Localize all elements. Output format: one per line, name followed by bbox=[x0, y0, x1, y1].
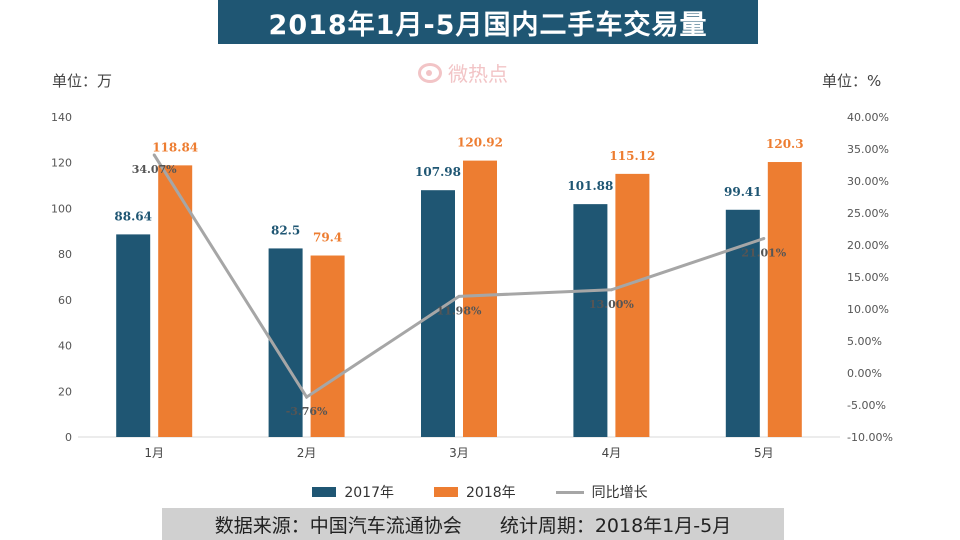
growth-point bbox=[152, 153, 156, 157]
chart-title: 2018年1月-5月国内二手车交易量 bbox=[218, 0, 758, 44]
growth-value-label: 13.00% bbox=[589, 298, 634, 311]
growth-point bbox=[609, 288, 613, 292]
footer-bar: 数据来源：中国汽车流通协会 统计周期：2018年1月-5月 bbox=[162, 508, 784, 540]
y-right-tick-label: 25.00% bbox=[847, 207, 889, 220]
bar-2018 bbox=[463, 160, 497, 437]
y-left-tick-label: 60 bbox=[58, 294, 72, 307]
bar-2017 bbox=[573, 204, 608, 437]
bar-value-label: 120.3 bbox=[766, 137, 804, 151]
legend-label-2017: 2017年 bbox=[344, 485, 394, 501]
growth-value-label: 11.98% bbox=[437, 304, 482, 317]
bar-2017 bbox=[116, 234, 151, 437]
y-right-tick-label: 30.00% bbox=[847, 175, 889, 188]
y-right-tick-label: 10.00% bbox=[847, 303, 889, 316]
growth-point bbox=[762, 237, 766, 241]
bar-value-label: 107.98 bbox=[415, 165, 461, 179]
y-left-tick-label: 100 bbox=[51, 202, 72, 215]
bar-2017 bbox=[421, 190, 455, 437]
y-right-tick-label: 35.00% bbox=[847, 143, 889, 156]
x-tick-label: 2月 bbox=[297, 446, 317, 460]
y-right-tick-label: 15.00% bbox=[847, 271, 889, 284]
y-right-tick-label: -5.00% bbox=[847, 399, 886, 412]
bar-value-label: 99.41 bbox=[724, 185, 762, 199]
right-axis-unit: 单位：% bbox=[822, 72, 882, 90]
legend: 2017年 2018年 同比增长 bbox=[0, 482, 960, 502]
y-left-tick-label: 80 bbox=[58, 248, 72, 261]
weibo-logo-icon bbox=[418, 62, 442, 83]
watermark: 微热点 bbox=[418, 58, 508, 87]
legend-item-2017: 2017年 bbox=[312, 482, 394, 502]
bar-value-label: 88.64 bbox=[114, 209, 152, 223]
bar-value-label: 79.4 bbox=[313, 231, 342, 245]
growth-line bbox=[152, 154, 765, 400]
bar-value-label: 101.88 bbox=[567, 179, 613, 193]
x-tick-label: 5月 bbox=[754, 446, 774, 460]
stat-period: 统计周期：2018年1月-5月 bbox=[499, 514, 732, 537]
y-right-tick-label: 40.00% bbox=[847, 111, 889, 124]
legend-label-2018: 2018年 bbox=[466, 485, 516, 501]
x-tick-label: 3月 bbox=[449, 446, 469, 460]
x-tick-label: 1月 bbox=[144, 446, 164, 460]
legend-swatch-growth bbox=[555, 490, 584, 494]
growth-point bbox=[457, 294, 461, 298]
bar-2018 bbox=[767, 162, 802, 437]
y-right-tick-label: 20.00% bbox=[847, 239, 889, 252]
bar-2018 bbox=[158, 165, 193, 437]
y-left-tick-label: 140 bbox=[51, 111, 72, 124]
legend-item-growth: 同比增长 bbox=[555, 482, 648, 502]
bar-value-label: 118.84 bbox=[152, 140, 198, 154]
bar-value-label: 82.5 bbox=[271, 223, 300, 237]
y-right-tick-label: 5.00% bbox=[847, 335, 882, 348]
watermark-text: 微热点 bbox=[448, 62, 508, 86]
bar-2018 bbox=[310, 255, 345, 437]
legend-item-2018: 2018年 bbox=[434, 482, 516, 502]
bar-2017 bbox=[725, 209, 760, 437]
y-right-tick-label: 0.00% bbox=[847, 367, 882, 380]
growth-value-label: 21.01% bbox=[741, 247, 786, 260]
bar-value-label: 120.92 bbox=[457, 136, 503, 150]
x-tick-label: 4月 bbox=[602, 446, 622, 460]
y-left-tick-label: 120 bbox=[51, 157, 72, 170]
bar-value-label: 115.12 bbox=[609, 149, 655, 163]
legend-swatch-2017 bbox=[312, 487, 337, 497]
legend-label-growth: 同比增长 bbox=[591, 485, 648, 501]
growth-value-label: -3.76% bbox=[286, 405, 328, 418]
bar-2018 bbox=[615, 173, 650, 437]
left-axis-unit: 单位：万 bbox=[52, 72, 113, 90]
growth-point bbox=[305, 395, 309, 399]
y-left-tick-label: 20 bbox=[58, 385, 72, 398]
y-left-tick-label: 40 bbox=[58, 340, 72, 353]
y-left-tick-label: 0 bbox=[65, 431, 72, 444]
bar-2017 bbox=[268, 248, 303, 437]
legend-swatch-2018 bbox=[434, 487, 458, 497]
growth-value-label: 34.07% bbox=[132, 163, 177, 176]
y-right-tick-label: -10.00% bbox=[847, 431, 893, 444]
data-source: 数据来源：中国汽车流通协会 bbox=[214, 514, 462, 537]
